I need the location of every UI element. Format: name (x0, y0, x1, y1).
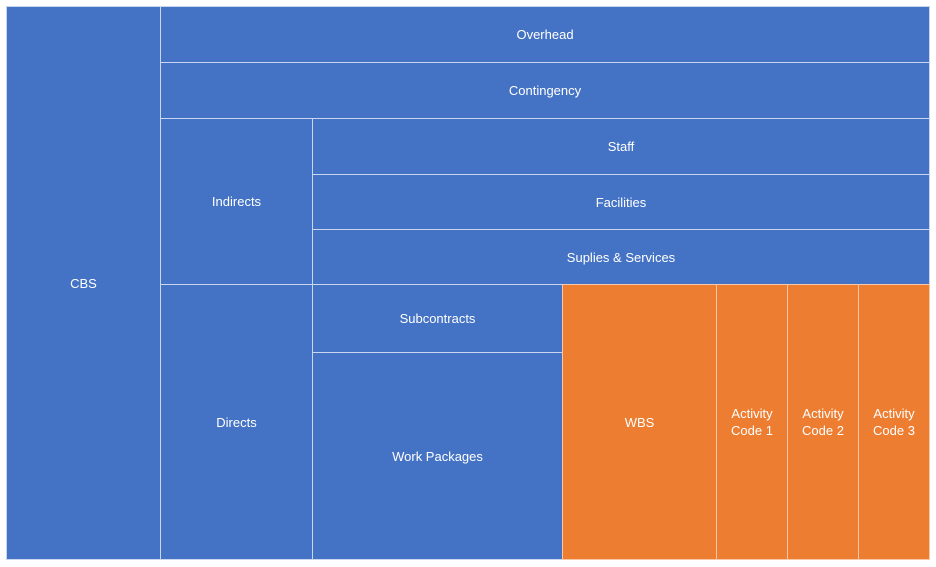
node-cbs-label: CBS (70, 275, 97, 291)
node-indirects: Indirects (160, 118, 313, 285)
node-facilities-label: Facilities (595, 194, 647, 210)
node-overhead: Overhead (160, 6, 930, 63)
node-activity-code-1-label: Activity Code 1 (731, 406, 773, 438)
node-wbs: WBS (562, 284, 717, 560)
node-subcontracts: Subcontracts (312, 284, 563, 353)
node-directs: Directs (160, 284, 313, 560)
node-work-packages: Work Packages (312, 352, 563, 560)
node-activity-code-2-label: Activity Code 2 (802, 406, 844, 438)
node-supplies-services: Suplies & Services (312, 229, 930, 285)
node-staff: Staff (312, 118, 930, 175)
node-supplies-services-label: Suplies & Services (566, 249, 676, 265)
node-cbs: CBS (6, 6, 161, 560)
node-indirects-label: Indirects (211, 194, 262, 209)
node-work-packages-label: Work Packages (392, 448, 483, 464)
node-wbs-label: WBS (624, 414, 655, 430)
node-activity-code-2: Activity Code 2 (787, 284, 859, 560)
node-facilities: Facilities (312, 174, 930, 230)
node-overhead-label: Overhead (516, 27, 574, 42)
node-subcontracts-label: Subcontracts (399, 311, 476, 326)
node-activity-code-3-label: Activity Code 3 (873, 406, 915, 438)
node-contingency: Contingency (160, 62, 930, 119)
node-staff-label: Staff (607, 139, 635, 154)
node-activity-code-3: Activity Code 3 (858, 284, 930, 560)
node-activity-code-1: Activity Code 1 (716, 284, 788, 560)
node-directs-label: Directs (216, 414, 257, 430)
node-contingency-label: Contingency (508, 83, 582, 98)
